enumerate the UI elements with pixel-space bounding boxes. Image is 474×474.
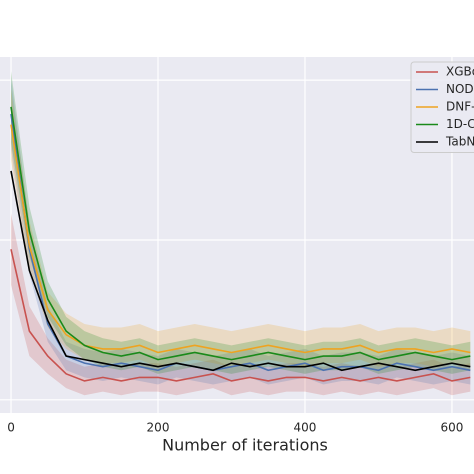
line	[10, 106, 471, 361]
line	[10, 249, 471, 382]
legend-label: DNF-	[446, 100, 474, 114]
band	[11, 89, 471, 367]
legend-label: NODI	[446, 82, 474, 96]
x-tick-label: 600	[441, 421, 464, 435]
plot-area	[0, 57, 474, 413]
band	[11, 213, 471, 396]
legend-box	[410, 61, 474, 153]
line	[10, 170, 471, 372]
band	[11, 71, 471, 374]
legend-label: XGBo	[446, 65, 474, 79]
band	[11, 78, 471, 385]
x-tick-label: 400	[294, 421, 317, 435]
legend-label: TabN	[445, 135, 474, 149]
x-tick-label: 200	[147, 421, 170, 435]
plot	[0, 57, 474, 413]
x-tick-label: 0	[7, 421, 15, 435]
legend-label: 1D-C	[446, 117, 474, 131]
x-axis-label: Number of iterations	[162, 436, 328, 455]
